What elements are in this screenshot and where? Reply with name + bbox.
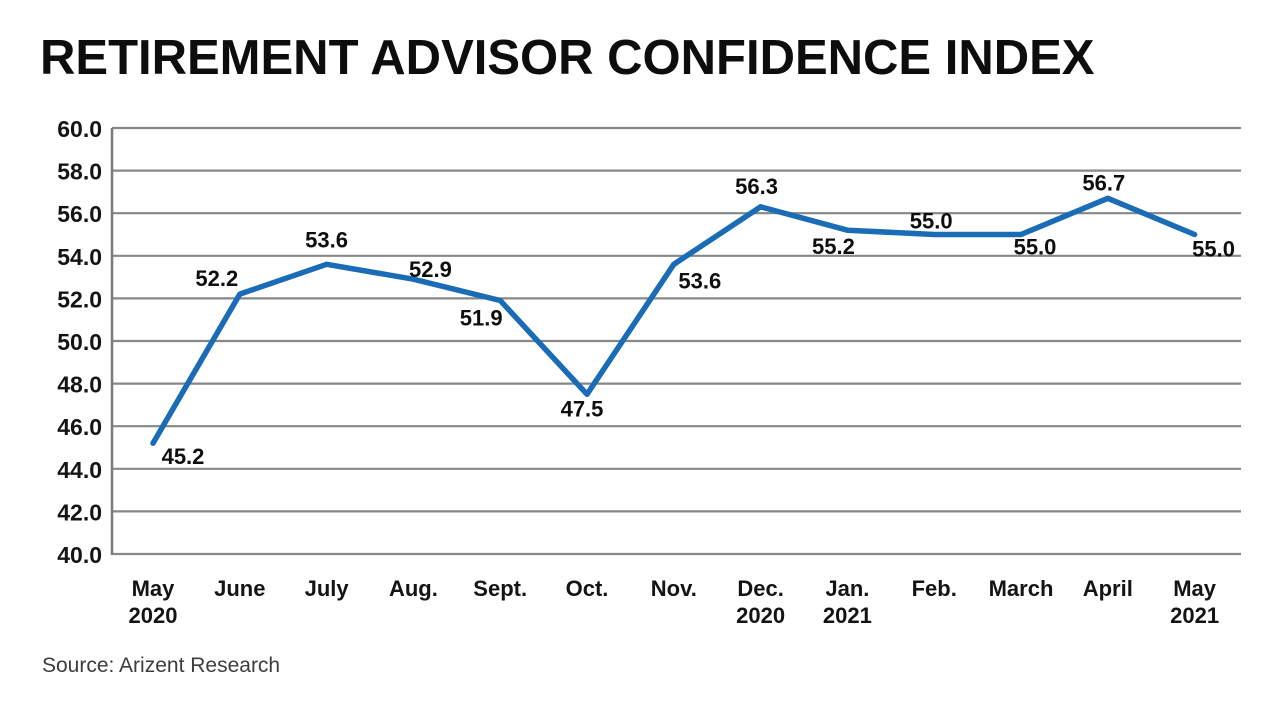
y-tick-label: 50.0 — [57, 329, 102, 355]
gridlines — [112, 126, 1241, 556]
source-attribution: Source: Arizent Research — [42, 654, 281, 677]
x-tick-month: Sept. — [473, 576, 527, 601]
y-tick-label: 44.0 — [57, 457, 102, 483]
data-value-label: 53.6 — [305, 227, 348, 252]
data-value-label: 53.6 — [678, 268, 721, 293]
x-tick-year: 2020 — [736, 603, 785, 628]
x-tick-month: June — [214, 576, 265, 601]
x-tick-year: 2021 — [1170, 603, 1219, 628]
x-tick-month: May — [132, 576, 176, 601]
y-tick-label: 40.0 — [57, 542, 102, 568]
y-tick-label: 56.0 — [57, 201, 102, 227]
x-tick-month: Feb. — [912, 576, 957, 601]
y-axis-labels: 60.0 58.0 56.0 54.0 52.0 50.0 48.0 46.0 44.0 42.0… — [57, 116, 102, 568]
x-tick-month: Dec. — [737, 576, 783, 601]
x-tick-year: 2020 — [129, 603, 178, 628]
x-tick-month: April — [1083, 576, 1133, 601]
data-value-label: 47.5 — [561, 396, 604, 421]
y-tick-label: 42.0 — [57, 499, 102, 525]
x-tick-month: Oct. — [566, 576, 609, 601]
confidence-index-line — [150, 195, 1198, 446]
x-tick-month: March — [989, 576, 1054, 601]
data-value-label: 55.2 — [812, 234, 855, 259]
x-tick-year: 2021 — [823, 603, 872, 628]
x-tick-month: Aug. — [389, 576, 438, 601]
data-value-label: 56.3 — [735, 174, 778, 199]
y-tick-label: 54.0 — [57, 244, 102, 270]
y-tick-label: 58.0 — [57, 159, 102, 185]
data-point-labels: 45.2 52.2 53.6 52.9 51.9 47.5 53.6 56.3 55.2 55.0… — [162, 170, 1235, 469]
y-tick-label: 60.0 — [57, 116, 102, 142]
x-tick-month: Nov. — [651, 576, 697, 601]
chart-title: RETIREMENT ADVISOR CONFIDENCE INDEX — [40, 31, 1095, 85]
y-tick-label: 52.0 — [57, 286, 102, 312]
data-value-label: 56.7 — [1082, 170, 1125, 195]
x-tick-month: Jan. — [825, 576, 869, 601]
data-value-label: 55.0 — [1014, 235, 1057, 260]
y-tick-label: 48.0 — [57, 372, 102, 398]
y-tick-label: 46.0 — [57, 414, 102, 440]
data-value-label: 52.9 — [409, 257, 452, 282]
x-tick-month: July — [305, 576, 350, 601]
data-value-label: 45.2 — [162, 444, 205, 469]
x-tick-month: May — [1173, 576, 1217, 601]
data-series-line — [150, 195, 1198, 446]
data-value-label: 55.0 — [910, 209, 953, 234]
data-value-label: 55.0 — [1192, 237, 1235, 262]
data-value-label: 52.2 — [195, 266, 238, 291]
data-value-label: 51.9 — [460, 306, 503, 331]
